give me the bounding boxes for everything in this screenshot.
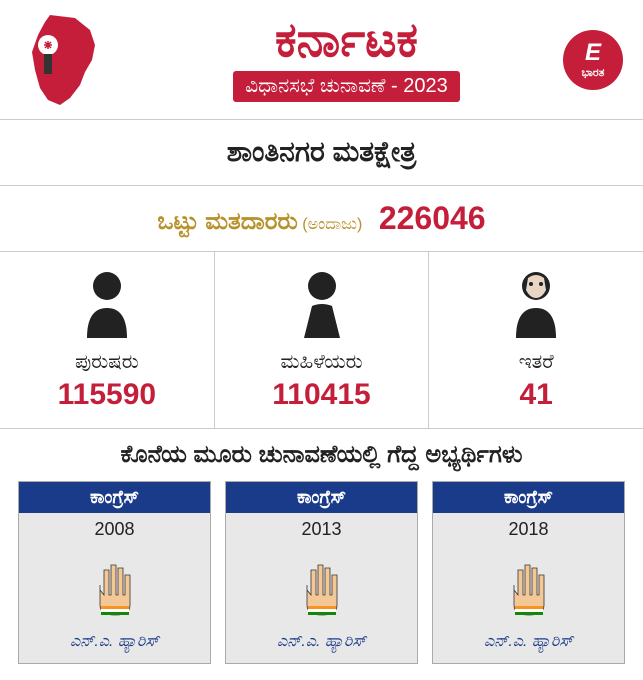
winners-row: ಕಾಂಗ್ರೆಸ್ 2008 ಎನ್.ಎ. ಹ್ಯಾರಿಸ್ ಕಾಂಗ್ರೆಸ್…: [0, 481, 643, 680]
voter-cell-other: ಇತರೆ 41: [429, 252, 643, 428]
voter-label: ಇತರೆ: [429, 351, 643, 374]
candidate-name: ಎನ್.ಎ. ಹ್ಯಾರಿಸ್: [433, 629, 624, 655]
etv-logo: E ಭಾರತ: [563, 30, 623, 90]
total-value: 226046: [379, 200, 486, 236]
winners-title: ಕೊನೆಯ ಮೂರು ಚುನಾವಣೆಯಲ್ಲಿ ಗೆದ್ದ ಅಭ್ಯರ್ಥಿಗಳ…: [0, 429, 643, 481]
total-label: ಒಟ್ಟು ಮತದಾರರು: [157, 208, 297, 235]
congress-hand-icon: [499, 550, 559, 620]
logo-text: ಭಾರತ: [581, 67, 604, 80]
voters-row: ಪುರುಷರು 115590 ಮಹಿಳೆಯರು 110415 ಇತರೆ 41: [0, 252, 643, 429]
candidate-name: ಎನ್.ಎ. ಹ್ಯಾರಿಸ್: [226, 629, 417, 655]
voter-cell-female: ಮಹಿಳೆಯರು 110415: [215, 252, 430, 428]
congress-hand-icon: [292, 550, 352, 620]
winner-card: ಕಾಂಗ್ರೆಸ್ 2018 ಎನ್.ಎ. ಹ್ಯಾರಿಸ್: [432, 481, 625, 664]
voter-cell-male: ಪುರುಷರು 115590: [0, 252, 215, 428]
voter-label: ಮಹಿಳೆಯರು: [215, 351, 429, 374]
winner-year: 2018: [433, 513, 624, 546]
male-icon: [77, 268, 137, 338]
party-header: ಕಾಂಗ್ರೆಸ್: [19, 482, 210, 513]
winner-year: 2013: [226, 513, 417, 546]
female-icon: [292, 268, 352, 338]
total-voters-row: ಒಟ್ಟು ಮತದಾರರು (ಅಂದಾಜು) 226046: [0, 186, 643, 252]
other-icon: [506, 268, 566, 338]
winner-card: ಕಾಂಗ್ರೆಸ್ 2013 ಎನ್.ಎ. ಹ್ಯಾರಿಸ್: [225, 481, 418, 664]
winner-year: 2008: [19, 513, 210, 546]
voter-label: ಪುರುಷರು: [0, 351, 214, 374]
title-block: ಕರ್ನಾಟಕ ವಿಧಾನಸಭೆ ಚುನಾವಣೆ - 2023: [130, 17, 563, 102]
candidate-name: ಎನ್.ಎ. ಹ್ಯಾರಿಸ್: [19, 629, 210, 655]
party-header: ಕಾಂಗ್ರೆಸ್: [226, 482, 417, 513]
subtitle: ವಿಧಾನಸಭೆ ಚುನಾವಣೆ - 2023: [233, 71, 460, 102]
karnataka-map-icon: [20, 10, 110, 110]
winner-card: ಕಾಂಗ್ರೆಸ್ 2008 ಎನ್.ಎ. ಹ್ಯಾರಿಸ್: [18, 481, 211, 664]
voter-value: 41: [429, 378, 643, 412]
main-title: ಕರ್ನಾಟಕ: [130, 17, 563, 65]
header: ಕರ್ನಾಟಕ ವಿಧಾನಸಭೆ ಚುನಾವಣೆ - 2023 E ಭಾರತ: [0, 0, 643, 120]
party-header: ಕಾಂಗ್ರೆಸ್: [433, 482, 624, 513]
voter-value: 115590: [0, 378, 214, 412]
total-sub: (ಅಂದಾಜು): [302, 216, 362, 233]
voter-value: 110415: [215, 378, 429, 412]
constituency-name: ಶಾಂತಿನಗರ ಮತಕ್ಷೇತ್ರ: [0, 120, 643, 186]
logo-e: E: [585, 39, 601, 67]
congress-hand-icon: [85, 550, 145, 620]
